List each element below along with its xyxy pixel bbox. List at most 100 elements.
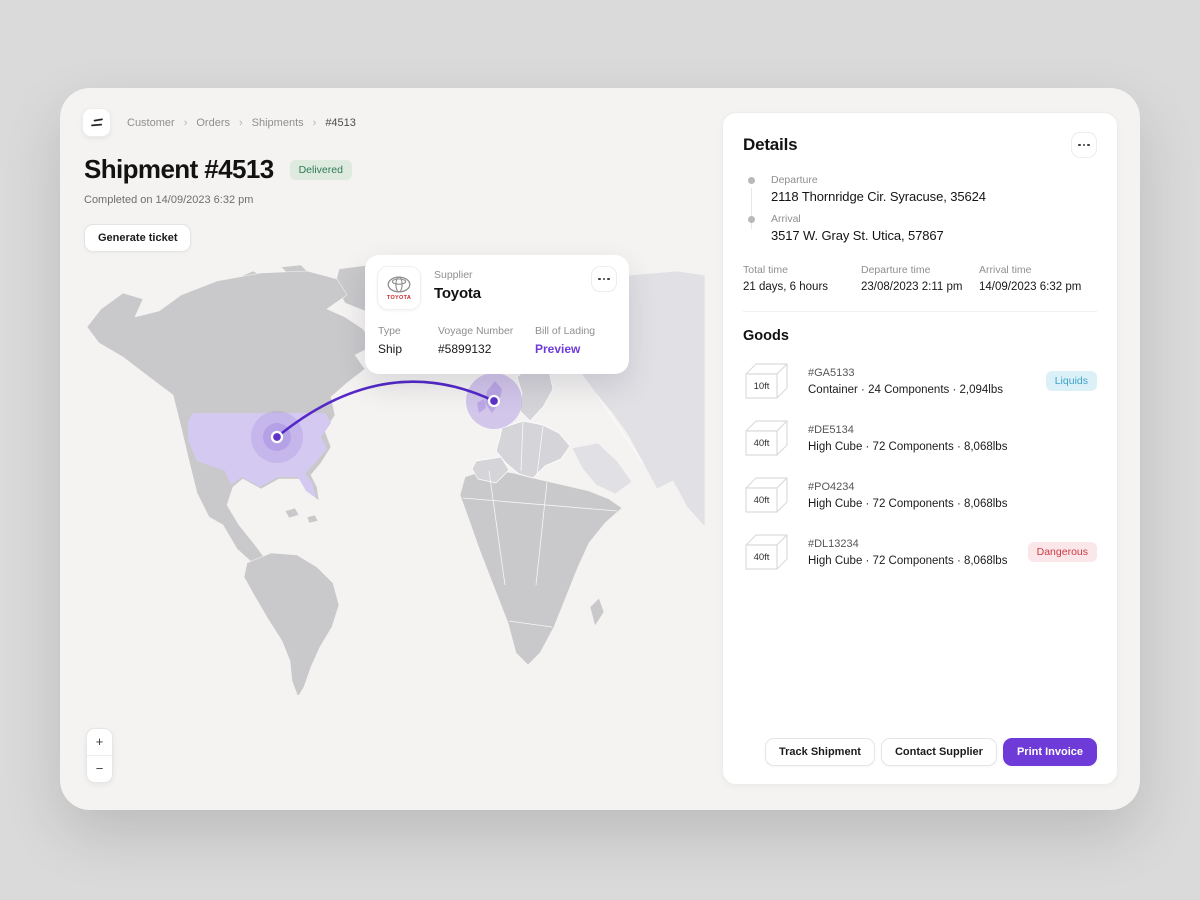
breadcrumb-separator: › — [312, 116, 317, 129]
details-actions: Track Shipment Contact Supplier Print In… — [765, 738, 1097, 766]
breadcrumb-separator: › — [183, 116, 188, 129]
departure-time-value: 23/08/2023 2:11 pm — [861, 281, 963, 293]
toyota-emblem-icon — [387, 276, 411, 292]
timeline-line — [750, 188, 752, 229]
container-desc: High Cube · 72 Components · 8,068lbs — [808, 497, 1008, 510]
container-cube-icon: 40ft — [743, 532, 793, 572]
shipment-header: Customer › Orders › Shipments › #4513 Sh… — [82, 108, 642, 252]
map-iberia — [471, 456, 510, 484]
route-line — [275, 380, 496, 439]
map-madagascar — [589, 597, 605, 627]
breadcrumb-orders[interactable]: Orders — [196, 116, 230, 129]
map-zoom-control: + − — [86, 728, 113, 783]
more-icon — [1087, 143, 1090, 147]
more-icon — [1082, 143, 1086, 147]
toyota-logo: TOYOTA — [377, 266, 421, 310]
container-cube-icon: 40ft — [743, 475, 793, 515]
map-europe — [495, 420, 571, 479]
toyota-wordmark: TOYOTA — [386, 294, 412, 301]
goods-row: 40ft #DE5134 High Cube · 72 Components ·… — [743, 418, 1097, 458]
completed-text: Completed on 14/09/2023 6:32 pm — [84, 194, 254, 206]
status-badge: Delivered — [289, 159, 352, 180]
voyage-number-label: Voyage Number — [438, 325, 514, 337]
liquids-badge: Liquids — [1045, 371, 1097, 391]
app-window: Customer › Orders › Shipments › #4513 Sh… — [60, 88, 1140, 810]
world-map-svg — [86, 264, 706, 698]
map-usa-highlight — [188, 413, 331, 498]
track-shipment-button[interactable]: Track Shipment — [765, 738, 875, 766]
print-invoice-button[interactable]: Print Invoice — [1002, 738, 1097, 766]
type-label: Type — [378, 325, 401, 337]
departure-address: 2118 Thornridge Cir. Syracuse, 35624 — [771, 189, 986, 204]
preview-link[interactable]: Preview — [535, 342, 581, 356]
container-size: 40ft — [753, 551, 770, 563]
goods-title: Goods — [743, 328, 789, 344]
origin-marker — [270, 430, 284, 444]
world-map[interactable] — [85, 264, 706, 698]
arrival-dot-icon — [747, 216, 755, 223]
details-title: Details — [743, 135, 798, 154]
arrival-time-label: Arrival time — [979, 264, 1032, 276]
page-title: Shipment #4513 — [84, 154, 274, 184]
goods-row: 40ft #PO4234 High Cube · 72 Components ·… — [743, 475, 1097, 515]
map-middle-east — [571, 442, 633, 495]
container-id: #PO4234 — [808, 480, 855, 493]
more-icon — [1078, 143, 1081, 147]
goods-row: 10ft #GA5133 Container · 24 Components ·… — [743, 361, 1097, 401]
container-size: 40ft — [753, 494, 770, 506]
details-more-button[interactable] — [1071, 132, 1097, 158]
destination-marker — [487, 394, 501, 408]
zoom-divider — [87, 755, 112, 756]
time-stats: Total time 21 days, 6 hours Departure ti… — [743, 264, 1097, 293]
more-icon — [607, 277, 610, 281]
menu-button[interactable] — [82, 108, 111, 137]
departure-dot-icon — [747, 177, 755, 184]
arrival-address: 3517 W. Gray St. Utica, 57867 — [771, 228, 944, 243]
more-icon — [598, 277, 601, 281]
container-id: #GA5133 — [808, 366, 855, 379]
more-icon — [602, 277, 606, 281]
route-timeline: Departure 2118 Thornridge Cir. Syracuse,… — [743, 174, 1097, 243]
departure-time-label: Departure time — [861, 264, 931, 276]
total-time-label: Total time — [743, 264, 788, 276]
container-size: 40ft — [753, 437, 770, 449]
map-caribbean — [284, 507, 300, 519]
zoom-out-button[interactable]: − — [87, 756, 112, 782]
generate-ticket-button[interactable]: Generate ticket — [84, 224, 192, 252]
arrival-label: Arrival — [771, 213, 801, 225]
container-cube-icon: 40ft — [743, 418, 793, 458]
container-desc: High Cube · 72 Components · 8,068lbs — [808, 440, 1008, 453]
map-africa — [459, 468, 623, 666]
zoom-in-button[interactable]: + — [87, 729, 112, 755]
contact-supplier-button[interactable]: Contact Supplier — [880, 738, 997, 766]
map-caribbean — [306, 514, 319, 524]
breadcrumb-customer[interactable]: Customer — [127, 116, 175, 129]
map-south-america — [243, 552, 340, 698]
supplier-label: Supplier — [434, 269, 473, 281]
arrival-time-value: 14/09/2023 6:32 pm — [979, 281, 1082, 293]
dangerous-badge: Dangerous — [1027, 542, 1097, 562]
breadcrumb-current: #4513 — [325, 116, 356, 129]
voyage-number-value: #5899132 — [438, 342, 492, 356]
container-cube-icon: 10ft — [743, 361, 793, 401]
container-id: #DE5134 — [808, 423, 854, 436]
container-desc: High Cube · 72 Components · 8,068lbs — [808, 554, 1008, 567]
container-id: #DL13234 — [808, 537, 859, 550]
departure-label: Departure — [771, 174, 818, 186]
breadcrumb: Customer › Orders › Shipments › #4513 — [127, 117, 356, 129]
bill-of-lading-label: Bill of Lading — [535, 325, 596, 337]
breadcrumb-shipments[interactable]: Shipments — [251, 116, 304, 129]
supplier-card: TOYOTA Supplier Toyota Type Ship Voyage … — [365, 255, 629, 374]
container-size: 10ft — [753, 380, 770, 392]
details-panel: Details Departure 2118 Thornridge Cir. S… — [722, 112, 1118, 785]
hamburger-icon — [90, 118, 103, 126]
type-value: Ship — [378, 342, 403, 356]
supplier-more-button[interactable] — [591, 266, 617, 292]
divider — [743, 311, 1097, 312]
container-desc: Container · 24 Components · 2,094lbs — [808, 383, 1003, 396]
goods-row: 40ft #DL13234 High Cube · 72 Components … — [743, 532, 1097, 572]
breadcrumb-separator: › — [238, 116, 243, 129]
map-ireland — [477, 399, 486, 413]
supplier-name: Toyota — [434, 285, 481, 302]
total-time-value: 21 days, 6 hours — [743, 281, 829, 293]
